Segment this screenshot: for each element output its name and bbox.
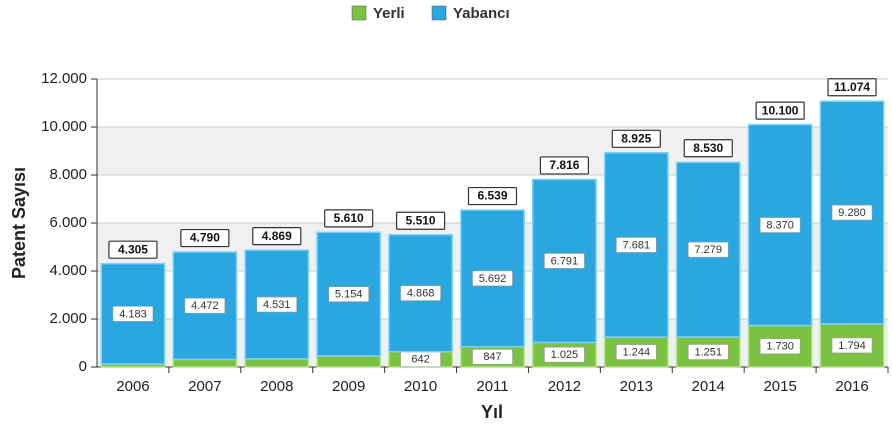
data-label: 5.510 bbox=[406, 213, 436, 227]
data-label: 642 bbox=[411, 354, 429, 366]
label-box bbox=[472, 270, 513, 287]
label-box bbox=[755, 101, 805, 120]
label-box bbox=[759, 338, 801, 355]
x-tick-label: 2014 bbox=[692, 378, 725, 395]
legend-label: Yerli bbox=[373, 5, 405, 22]
data-label: 10.100 bbox=[762, 103, 799, 117]
legend-label: Yabancı bbox=[453, 5, 510, 22]
data-label: 5.154 bbox=[335, 289, 363, 301]
label-box bbox=[616, 237, 657, 253]
data-label: 847 bbox=[483, 351, 501, 363]
x-tick-label: 2006 bbox=[116, 378, 149, 395]
x-tick-label: 2012 bbox=[548, 378, 581, 395]
label-box bbox=[683, 139, 733, 158]
data-label: 4.531 bbox=[263, 299, 291, 311]
y-tick-label: 12.000 bbox=[41, 70, 87, 87]
data-label: 9.280 bbox=[838, 207, 866, 219]
x-tick-label: 2015 bbox=[763, 378, 796, 395]
label-box bbox=[544, 253, 585, 269]
data-label: 7.681 bbox=[623, 239, 651, 251]
data-label: 5.692 bbox=[479, 273, 507, 285]
label-box bbox=[831, 204, 873, 221]
data-label: 1.730 bbox=[766, 341, 794, 353]
label-box bbox=[256, 296, 298, 313]
label-box bbox=[611, 129, 661, 148]
label-box bbox=[687, 241, 729, 258]
data-label: 8.530 bbox=[693, 141, 723, 155]
label-box bbox=[324, 209, 374, 228]
data-label: 1.251 bbox=[694, 346, 722, 358]
y-tick-label: 10.000 bbox=[41, 118, 87, 135]
y-tick-label: 8.000 bbox=[49, 166, 87, 183]
y-tick-label: 4.000 bbox=[49, 262, 87, 279]
y-tick-label: 2.000 bbox=[49, 310, 87, 327]
label-box bbox=[184, 297, 226, 314]
data-label: 8.370 bbox=[766, 219, 794, 231]
data-label: 1.244 bbox=[623, 346, 651, 358]
data-label: 1.794 bbox=[838, 340, 866, 352]
data-label: 5.610 bbox=[334, 211, 364, 225]
label-box bbox=[395, 211, 446, 230]
legend-swatch bbox=[431, 5, 447, 21]
label-box bbox=[108, 240, 158, 259]
bar-segment bbox=[172, 358, 238, 368]
y-axis-title: Patent Sayısı bbox=[9, 167, 29, 279]
label-box bbox=[400, 285, 441, 301]
label-box bbox=[472, 349, 513, 365]
data-label: 4.869 bbox=[262, 229, 292, 243]
data-label: 4.868 bbox=[407, 288, 435, 300]
y-tick-label: 6.000 bbox=[49, 214, 87, 231]
x-tick-label: 2011 bbox=[476, 378, 508, 395]
x-tick-label: 2010 bbox=[404, 378, 437, 395]
label-box bbox=[467, 186, 518, 206]
x-tick-label: 2013 bbox=[620, 378, 653, 395]
label-box bbox=[180, 228, 230, 248]
bar-segment bbox=[603, 152, 669, 338]
bar-segment bbox=[244, 358, 310, 368]
data-label: 7.279 bbox=[694, 244, 722, 256]
label-box bbox=[328, 286, 369, 303]
label-box bbox=[616, 344, 657, 360]
label-box bbox=[831, 337, 873, 354]
data-label: 4.183 bbox=[119, 308, 147, 320]
data-label: 1.025 bbox=[551, 349, 579, 361]
label-box bbox=[112, 306, 154, 322]
x-axis-title: Yıl bbox=[481, 402, 503, 422]
label-box bbox=[544, 346, 585, 363]
legend-swatch bbox=[351, 5, 367, 21]
data-label: 7.816 bbox=[549, 158, 579, 172]
label-box bbox=[539, 156, 590, 175]
data-label: 6.791 bbox=[551, 255, 579, 267]
bar-segment bbox=[316, 355, 382, 368]
x-tick-label: 2009 bbox=[332, 378, 365, 395]
data-label: 8.925 bbox=[621, 131, 651, 145]
data-label: 4.472 bbox=[191, 300, 219, 312]
label-box bbox=[252, 227, 302, 246]
label-box bbox=[687, 344, 729, 360]
label-box bbox=[759, 217, 801, 233]
data-label: 11.074 bbox=[834, 80, 870, 94]
data-label: 4.790 bbox=[190, 231, 220, 245]
data-label: 6.539 bbox=[477, 189, 507, 203]
label-box bbox=[827, 78, 877, 97]
data-label: 4.305 bbox=[118, 242, 148, 256]
y-tick-label: 0 bbox=[79, 358, 87, 375]
x-tick-label: 2016 bbox=[835, 378, 868, 395]
x-tick-label: 2008 bbox=[260, 378, 293, 395]
x-tick-label: 2007 bbox=[188, 378, 221, 395]
